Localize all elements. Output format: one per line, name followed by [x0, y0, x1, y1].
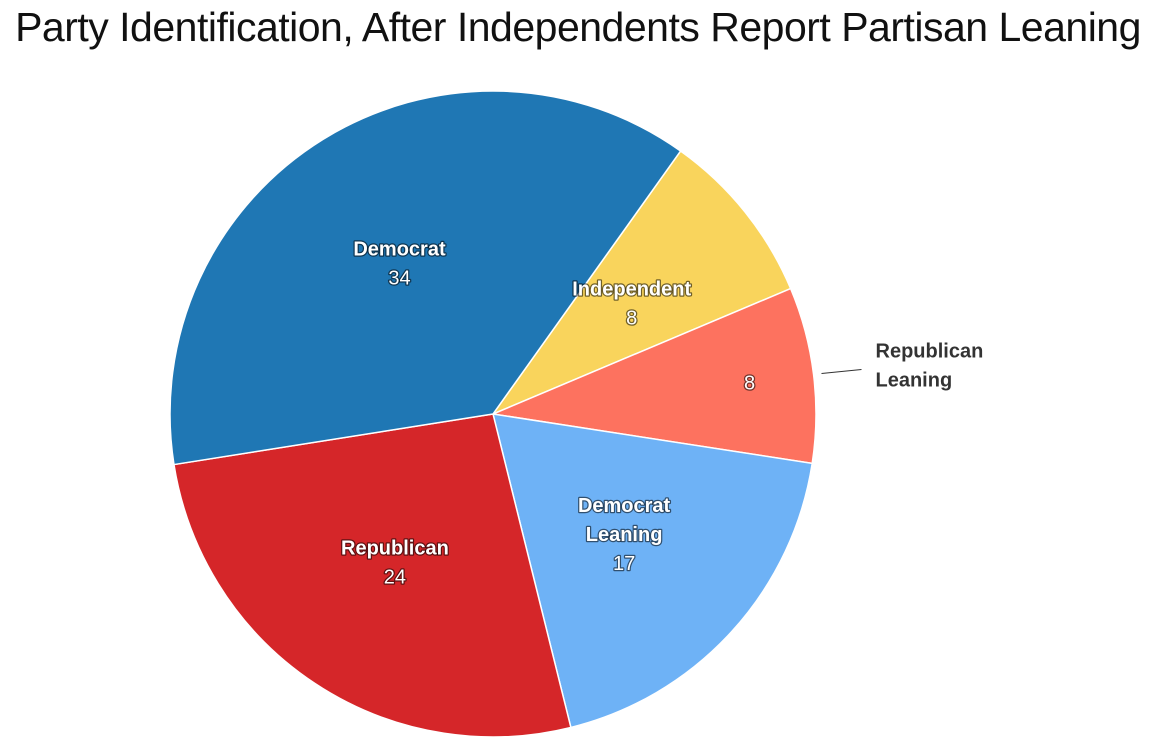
slice-label-democrat-leaning: Democrat Leaning 17 — [578, 495, 671, 575]
slice-label-democrat: Democrat 34 — [353, 238, 446, 289]
slice-value-independent: 8 — [626, 308, 637, 330]
leader-line-republican-leaning — [821, 369, 862, 374]
slice-label-republican-leaning: Republican Leaning — [876, 341, 984, 392]
slice-value-republican: 24 — [384, 567, 406, 589]
pie-slice-independent — [490, 149, 792, 416]
pie-slice-republican — [173, 413, 572, 738]
slice-label-republican: Republican 24 — [341, 538, 449, 589]
chart-title: Party Identification, After Independents… — [15, 4, 1141, 50]
pie-slices — [169, 90, 817, 738]
pie-slice-democrat-leaning — [492, 413, 814, 729]
pie-slice-republican-leaning — [490, 287, 817, 465]
pie-slice-democrat — [169, 90, 682, 466]
slice-label-independent: Independent 8 — [572, 279, 691, 330]
slice-value-democrat-leaning: 17 — [613, 553, 635, 575]
slice-value-republican-leaning: 8 — [744, 372, 755, 394]
slice-value-democrat: 34 — [388, 267, 410, 289]
